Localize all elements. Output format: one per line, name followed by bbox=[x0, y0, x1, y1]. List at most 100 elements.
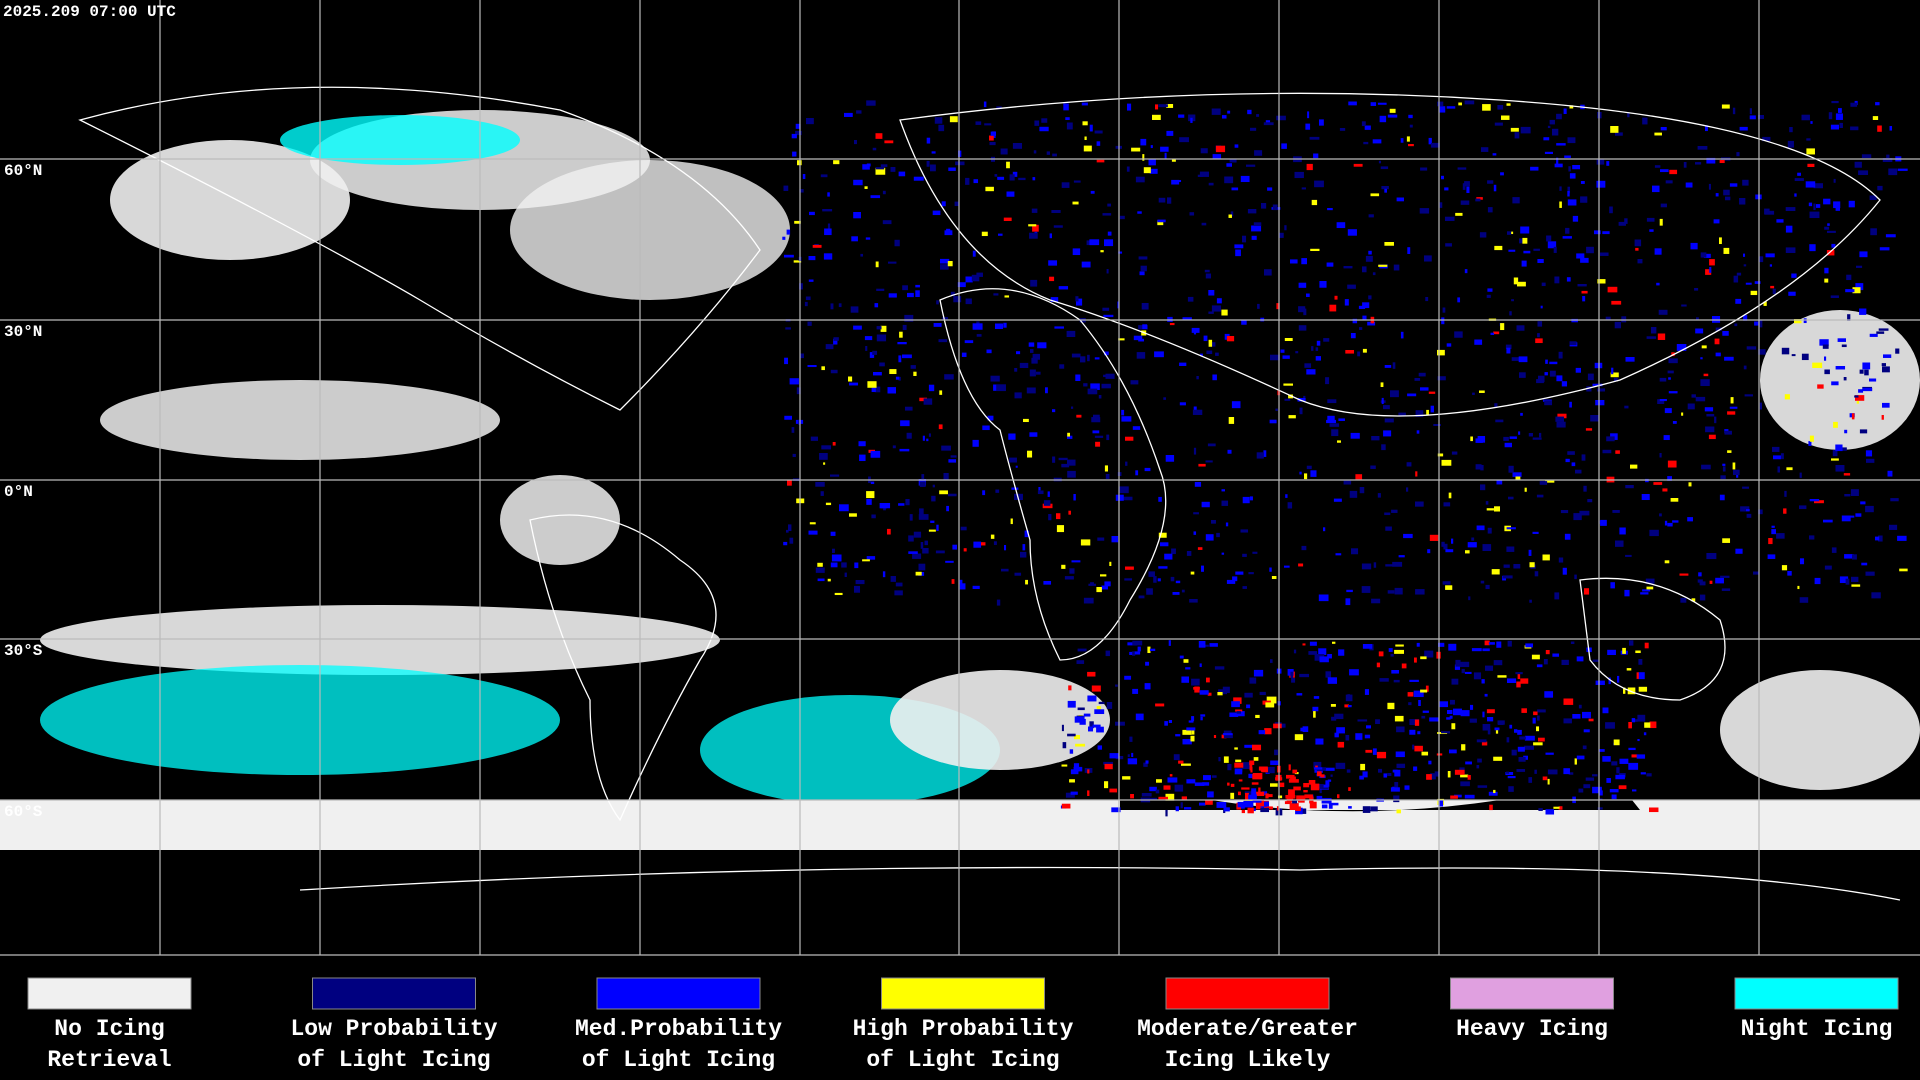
speckle bbox=[908, 535, 914, 542]
speckle bbox=[1725, 196, 1731, 201]
speckle bbox=[853, 212, 861, 219]
speckle bbox=[1305, 123, 1311, 130]
speckle bbox=[789, 378, 799, 385]
speckle bbox=[1582, 745, 1587, 750]
cloud bbox=[890, 670, 1110, 770]
speckle bbox=[1306, 369, 1316, 375]
timestamp: 2025.209 07:00 UTC bbox=[3, 3, 176, 21]
speckle bbox=[1153, 576, 1157, 583]
speckle bbox=[1493, 184, 1497, 192]
speckle bbox=[995, 323, 1004, 330]
speckle bbox=[1378, 651, 1384, 657]
speckle bbox=[1744, 394, 1753, 397]
speckle bbox=[1207, 692, 1212, 696]
speckle bbox=[1030, 279, 1038, 287]
speckle bbox=[1255, 714, 1260, 719]
speckle bbox=[1592, 774, 1598, 777]
speckle bbox=[1279, 782, 1285, 788]
speckle bbox=[791, 427, 795, 433]
speckle bbox=[1870, 228, 1877, 236]
speckle bbox=[1288, 415, 1296, 419]
speckle bbox=[849, 382, 859, 386]
speckle bbox=[1238, 779, 1243, 782]
speckle bbox=[1314, 769, 1323, 773]
speckle bbox=[1457, 297, 1461, 303]
speckle bbox=[1247, 807, 1254, 814]
speckle bbox=[1201, 565, 1204, 572]
speckle bbox=[1847, 314, 1851, 321]
speckle bbox=[1413, 766, 1418, 771]
speckle bbox=[1519, 372, 1526, 378]
speckle bbox=[822, 209, 833, 212]
speckle bbox=[1104, 581, 1111, 587]
speckle bbox=[965, 298, 972, 305]
speckle bbox=[1573, 513, 1582, 521]
speckle bbox=[998, 233, 1003, 236]
speckle bbox=[1635, 247, 1639, 251]
speckle bbox=[1265, 702, 1275, 708]
speckle bbox=[1229, 159, 1237, 163]
speckle bbox=[1542, 554, 1550, 561]
speckle bbox=[1549, 361, 1558, 365]
speckle bbox=[1615, 132, 1623, 136]
speckle bbox=[1626, 668, 1632, 671]
speckle bbox=[1087, 388, 1098, 395]
speckle bbox=[1115, 684, 1118, 687]
speckle bbox=[1713, 219, 1720, 224]
speckle bbox=[1715, 577, 1724, 584]
speckle bbox=[1566, 277, 1571, 282]
speckle bbox=[1596, 180, 1606, 188]
speckle bbox=[1272, 204, 1278, 211]
speckle bbox=[799, 189, 804, 193]
speckle bbox=[1103, 314, 1114, 318]
speckle bbox=[930, 520, 935, 523]
speckle bbox=[1288, 789, 1295, 796]
speckle bbox=[942, 317, 949, 320]
speckle bbox=[1133, 335, 1143, 341]
speckle bbox=[1636, 672, 1639, 679]
speckle bbox=[1208, 290, 1215, 296]
speckle bbox=[1254, 791, 1265, 797]
speckle bbox=[1454, 769, 1465, 775]
speckle bbox=[1768, 538, 1773, 545]
speckle bbox=[1047, 491, 1050, 497]
speckle bbox=[1477, 785, 1488, 788]
speckle bbox=[1167, 197, 1172, 204]
speckle bbox=[913, 176, 924, 181]
speckle bbox=[1039, 126, 1049, 132]
speckle bbox=[1330, 704, 1336, 707]
speckle bbox=[1306, 293, 1310, 297]
speckle bbox=[1470, 704, 1474, 710]
speckle bbox=[1389, 108, 1396, 113]
speckle bbox=[1009, 457, 1017, 463]
speckle bbox=[1171, 548, 1176, 555]
speckle bbox=[1856, 401, 1859, 404]
speckle bbox=[1213, 735, 1217, 739]
speckle bbox=[1569, 173, 1576, 179]
speckle bbox=[1233, 697, 1242, 704]
speckle bbox=[1361, 563, 1372, 570]
speckle bbox=[876, 326, 882, 330]
speckle bbox=[1378, 264, 1388, 267]
speckle bbox=[1448, 643, 1457, 651]
speckle bbox=[1567, 199, 1577, 206]
speckle bbox=[1582, 711, 1591, 719]
speckle bbox=[1240, 529, 1249, 533]
speckle bbox=[948, 459, 957, 463]
speckle bbox=[941, 201, 946, 207]
speckle bbox=[1508, 786, 1514, 792]
speckle bbox=[1070, 791, 1078, 795]
speckle bbox=[1611, 367, 1614, 375]
speckle bbox=[792, 453, 796, 458]
speckle bbox=[1481, 741, 1488, 746]
speckle bbox=[797, 160, 802, 166]
speckle bbox=[939, 390, 943, 395]
speckle bbox=[1451, 451, 1458, 455]
speckle bbox=[1511, 299, 1514, 302]
speckle bbox=[1299, 808, 1307, 814]
speckle bbox=[879, 362, 885, 367]
speckle bbox=[1362, 348, 1367, 353]
speckle bbox=[1627, 113, 1630, 118]
speckle bbox=[1506, 546, 1515, 552]
speckle bbox=[1370, 465, 1376, 469]
